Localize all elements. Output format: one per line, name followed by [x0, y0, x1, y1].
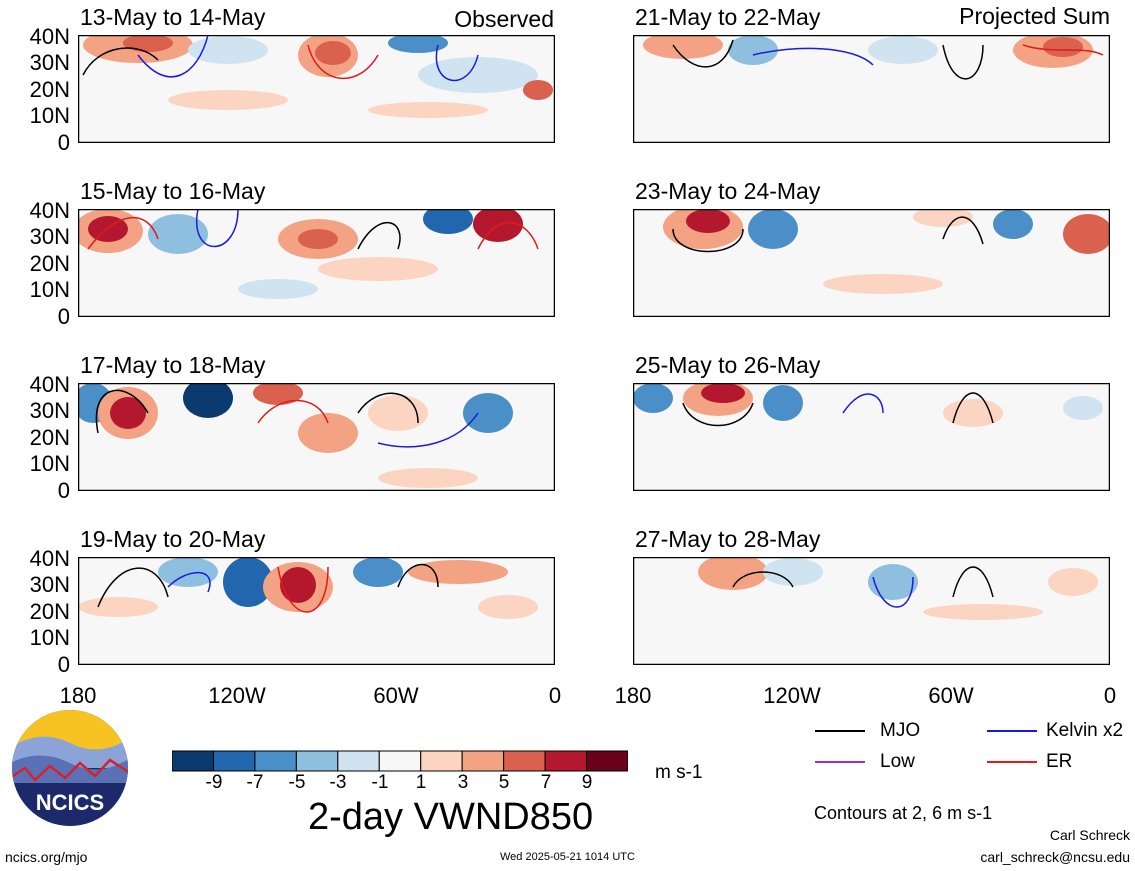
- panel-title-proj-4: 27-May to 28-May: [635, 526, 821, 552]
- colorbar-box: [544, 750, 588, 772]
- colorbar-box: [378, 750, 422, 772]
- colorbar-box: [503, 750, 546, 772]
- website-link[interactable]: ncics.org/mjo: [5, 849, 88, 865]
- panel-title-proj-2: 23-May to 24-May: [635, 178, 821, 204]
- legend-er-label: ER: [1046, 751, 1073, 772]
- colorbar-box: [212, 750, 256, 772]
- colorbar-box: [337, 750, 380, 772]
- variable-title: 2-day VWND850: [308, 796, 594, 838]
- logo-text: NCICS: [36, 790, 104, 815]
- colorbar-box: [420, 750, 463, 772]
- colorbar-box: [586, 750, 628, 772]
- panel-title-proj-1: 21-May to 22-May: [635, 4, 821, 30]
- timestamp: Wed 2025-05-21 1014 UTC: [500, 851, 635, 863]
- legend-low-label: Low: [880, 751, 915, 772]
- colorbar-units: m s-1: [655, 762, 703, 783]
- colorbar-box: [295, 750, 339, 772]
- legend-kelvin-label: Kelvin x2: [1046, 720, 1124, 741]
- author-email[interactable]: carl_schreck@ncsu.edu: [980, 849, 1130, 865]
- panel-title-obs-3: 17-May to 18-May: [80, 352, 266, 378]
- map-panel-proj-1: [633, 35, 1110, 143]
- colorbar: [172, 750, 628, 772]
- colorbar-box: [461, 750, 505, 772]
- panel-title-proj-3: 25-May to 26-May: [635, 352, 821, 378]
- panel-title-obs-4: 19-May to 20-May: [80, 526, 266, 552]
- map-panel-obs-3: [78, 383, 555, 491]
- map-panel-obs-1: [78, 35, 555, 143]
- map-panel-proj-4: [633, 557, 1110, 665]
- legend-lines: [815, 730, 1037, 763]
- projected-sum-label: Projected Sum: [959, 3, 1110, 29]
- map-panel-proj-3: [633, 383, 1110, 491]
- legend-mjo-label: MJO: [880, 720, 921, 741]
- author-name: Carl Schreck: [1049, 827, 1130, 843]
- map-panel-obs-2: [78, 209, 555, 317]
- map-panel-proj-2: [633, 209, 1110, 317]
- panel-title-obs-1: 13-May to 14-May: [80, 4, 266, 30]
- contours-note: Contours at 2, 6 m s-1: [814, 803, 993, 823]
- map-panel-obs-4: [78, 557, 555, 665]
- colorbar-box: [254, 750, 297, 772]
- ncics-logo: NCICS: [12, 710, 128, 826]
- observed-label: Observed: [454, 6, 554, 32]
- colorbar-box: [172, 750, 214, 772]
- panel-title-obs-2: 15-May to 16-May: [80, 178, 266, 204]
